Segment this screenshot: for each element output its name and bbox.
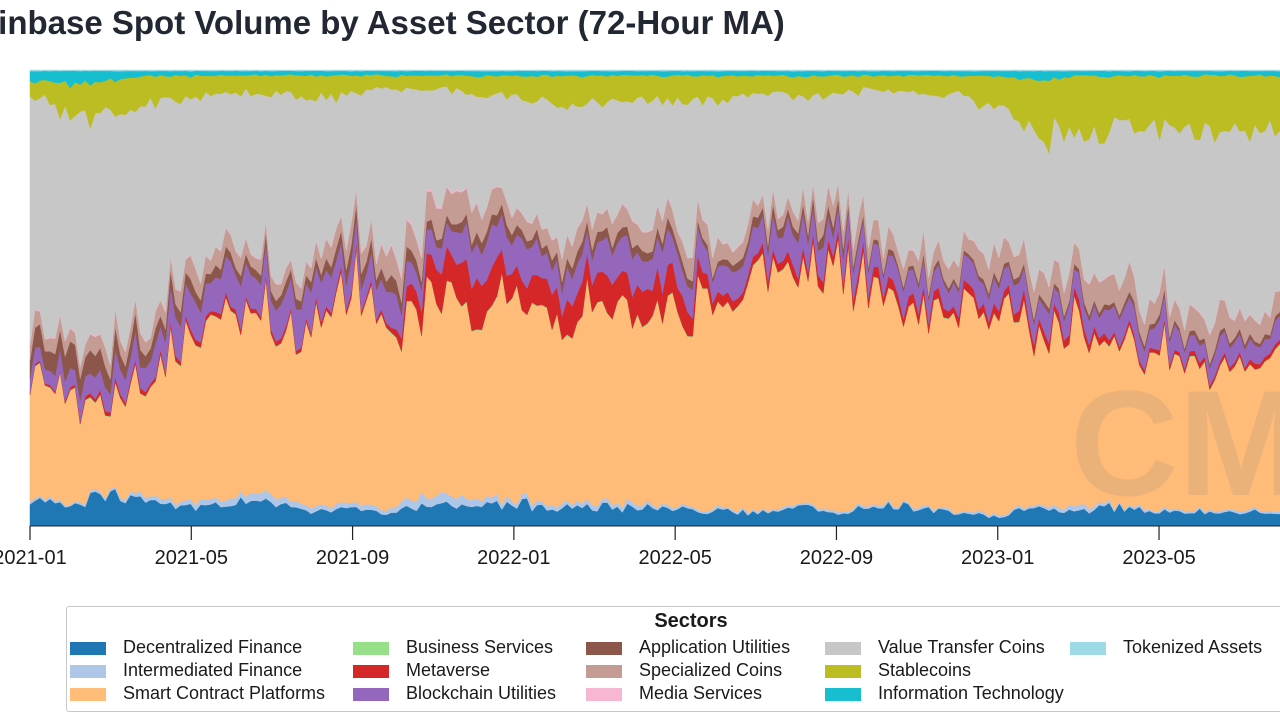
legend-label: Application Utilities (639, 637, 791, 657)
legend-title: Sectors (654, 610, 728, 632)
chart-title: oinbase Spot Volume by Asset Sector (72-… (0, 4, 785, 41)
legend-label: Stablecoins (878, 660, 972, 680)
legend-swatch (70, 688, 106, 701)
legend-swatch (353, 642, 389, 655)
legend-swatch (825, 665, 861, 678)
legend-label: Value Transfer Coins (878, 637, 1045, 657)
legend-swatch (353, 688, 389, 701)
legend-label: Media Services (639, 683, 763, 703)
legend-label: Intermediated Finance (123, 660, 303, 680)
chart-canvas: CM 2021-01 2021-05 2021-09 2022-01 2022-05 20… (0, 69, 1280, 569)
legend-swatch (353, 665, 389, 678)
legend-swatch (586, 665, 622, 678)
legend-swatch (70, 665, 106, 678)
legend-label: Tokenized Assets (1123, 637, 1263, 657)
x-tick-label: 2021-05 (155, 547, 228, 569)
legend: Sectors Decentralized Finance Intermediat… (66, 606, 1280, 712)
x-axis-ticks: 2021-01 2021-05 2021-09 2022-01 2022-05 2022-… (0, 526, 1196, 569)
legend-label: Specialized Coins (639, 660, 783, 680)
legend-label: Blockchain Utilities (406, 683, 557, 703)
x-tick-label: 2022-09 (800, 547, 873, 569)
legend-label: Decentralized Finance (123, 637, 303, 657)
legend-label: Business Services (406, 637, 554, 657)
watermark-logo: CM (1070, 359, 1280, 527)
legend-swatch (586, 688, 622, 701)
stacked-areas (29, 69, 1280, 527)
x-tick-label: 2023-05 (1122, 547, 1195, 569)
legend-swatch (70, 642, 106, 655)
legend-label: Information Technology (878, 683, 1064, 703)
legend-label: Metaverse (406, 660, 491, 680)
x-tick-label: 2022-05 (638, 547, 711, 569)
x-tick-label: 2021-09 (316, 547, 389, 569)
legend-swatch (825, 688, 861, 701)
legend-label: Smart Contract Platforms (123, 683, 326, 703)
area-tokenized-assets (29, 69, 1280, 72)
legend-swatch (586, 642, 622, 655)
legend-swatch (825, 642, 861, 655)
x-tick-label: 2023-01 (961, 547, 1034, 569)
x-tick-label: 2021-01 (0, 547, 67, 569)
legend-swatch (1070, 642, 1106, 655)
x-tick-label: 2022-01 (477, 547, 550, 569)
